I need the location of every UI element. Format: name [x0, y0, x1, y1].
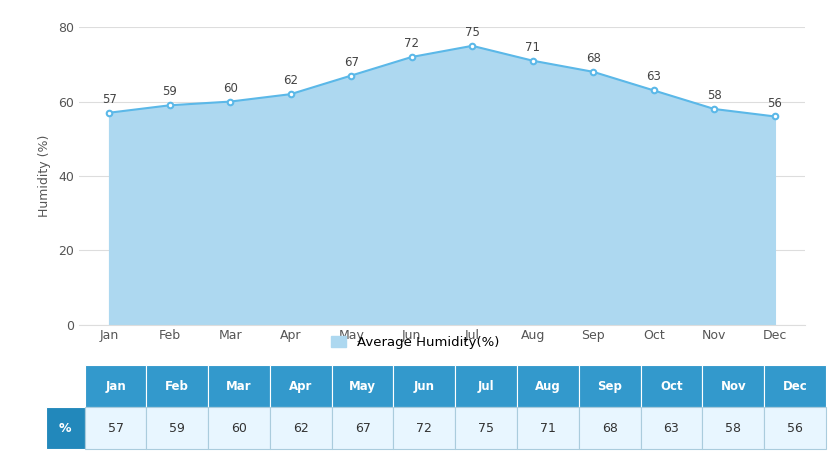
- Text: 58: 58: [725, 422, 741, 435]
- Text: 63: 63: [663, 422, 679, 435]
- Text: 60: 60: [222, 82, 237, 94]
- Text: Jul: Jul: [478, 380, 495, 393]
- Y-axis label: Humidity (%): Humidity (%): [38, 135, 51, 217]
- Text: 57: 57: [108, 422, 124, 435]
- Text: Apr: Apr: [289, 380, 313, 393]
- Text: 56: 56: [787, 422, 803, 435]
- Text: Sep: Sep: [598, 380, 622, 393]
- Text: Aug: Aug: [535, 380, 561, 393]
- Text: Feb: Feb: [165, 380, 189, 393]
- Text: %: %: [59, 422, 71, 435]
- Text: 71: 71: [540, 422, 556, 435]
- Text: 60: 60: [231, 422, 247, 435]
- Text: 67: 67: [344, 56, 359, 69]
- Text: 63: 63: [647, 70, 662, 84]
- Text: 56: 56: [768, 97, 783, 109]
- Text: Mar: Mar: [227, 380, 251, 393]
- Text: 57: 57: [101, 93, 116, 106]
- Text: 71: 71: [525, 41, 540, 54]
- Text: 62: 62: [293, 422, 309, 435]
- Text: Jan: Jan: [105, 380, 126, 393]
- Text: 68: 68: [586, 52, 601, 65]
- Text: Oct: Oct: [660, 380, 683, 393]
- Legend: Average Humidity(%): Average Humidity(%): [325, 331, 505, 354]
- Text: 72: 72: [404, 37, 419, 50]
- Text: Nov: Nov: [720, 380, 746, 393]
- Text: 62: 62: [283, 74, 298, 87]
- Text: 75: 75: [465, 26, 480, 39]
- Text: 75: 75: [478, 422, 494, 435]
- Text: 72: 72: [417, 422, 432, 435]
- Text: 67: 67: [354, 422, 370, 435]
- Text: Dec: Dec: [783, 380, 808, 393]
- Text: 58: 58: [707, 89, 722, 102]
- Text: May: May: [349, 380, 376, 393]
- Text: 59: 59: [169, 422, 185, 435]
- Text: 68: 68: [602, 422, 618, 435]
- Text: Jun: Jun: [414, 380, 435, 393]
- Text: 59: 59: [162, 85, 177, 99]
